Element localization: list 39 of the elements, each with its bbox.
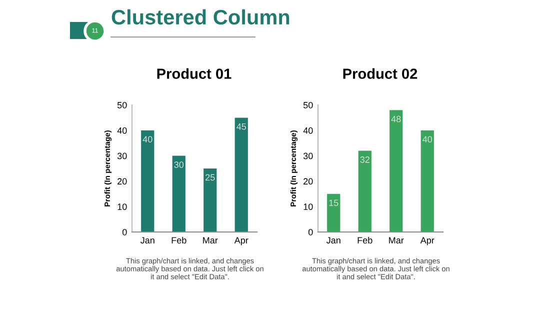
y-tick-label: 20 [118,178,127,185]
bar [420,130,434,232]
data-label: 30 [174,162,184,168]
y-tick-label: 30 [303,152,313,160]
y-tick-label: 0 [308,228,313,236]
data-label: 45 [236,124,246,130]
x-tick-label: Jan [140,237,154,244]
chart-title: Product 02 [343,68,418,79]
x-tick-label: Mar [203,237,218,244]
chart-title: Product 01 [157,68,232,79]
bar [327,194,340,232]
bar [390,110,403,232]
data-label: 32 [360,156,370,163]
bar [172,156,186,232]
y-tick-label: 10 [118,204,127,210]
x-tick-label: Apr [234,237,248,246]
y-tick-label: 40 [303,127,313,134]
data-label: 40 [142,136,152,143]
text: Clustered Column [112,9,290,25]
data-label: 40 [422,136,432,143]
y-tick-label: 50 [117,102,127,108]
bar [141,130,154,232]
bar [234,118,248,232]
x-tick-label: Mar [389,237,404,244]
y-tick-label: 50 [303,102,313,108]
x-tick-label: Feb [172,236,186,244]
x-tick-label: Jan [326,237,340,244]
data-label: 15 [329,200,338,206]
y-tick-label: 40 [117,127,127,134]
y-tick-label: 10 [304,204,313,210]
bar [204,168,217,232]
bar [358,150,372,232]
y-tick-label: 30 [117,152,127,160]
data-label: 25 [206,174,215,181]
y-tick-label: 0 [122,228,127,236]
y-tick-label: 20 [304,178,313,185]
x-tick-label: Apr [420,237,434,246]
data-label: 48 [391,116,401,122]
x-tick-label: Feb [358,236,372,244]
